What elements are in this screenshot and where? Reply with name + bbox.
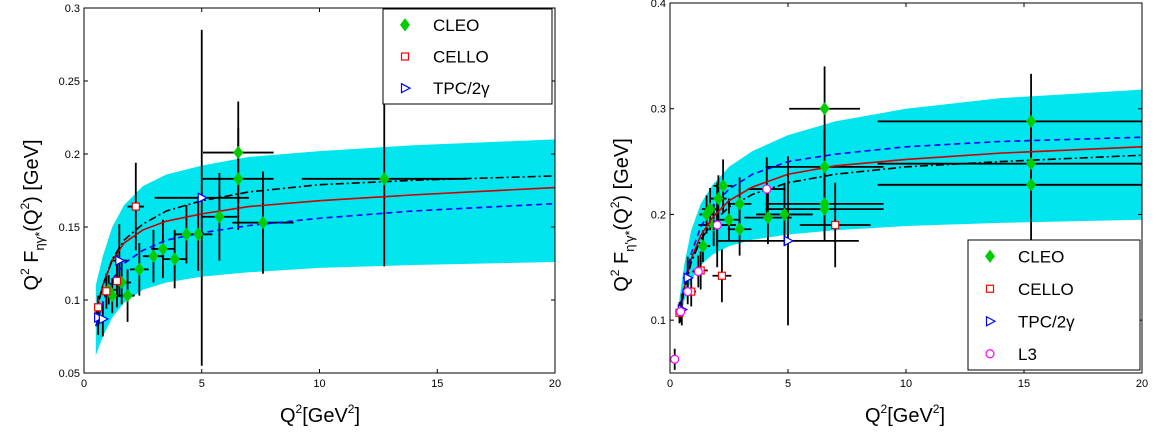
x-tick-label: 10: [313, 378, 325, 390]
data-point-cleo: [819, 202, 830, 216]
data-point-cleo: [134, 262, 145, 277]
data-point-l3: [693, 266, 703, 277]
legend: CLEO CELLO TPC/2γ L3: [967, 239, 1141, 371]
y-tick-label: 0.2: [65, 149, 80, 161]
data-point-l3: [762, 184, 772, 194]
chart-eta: 0 5 10 15 20 0.05 0.1 0.15 0.2 0.25 0.3 CLEO CELLO TP…: [18, 3, 561, 427]
data-point-cleo: [819, 160, 830, 174]
data-point-cello: [717, 271, 727, 280]
data-point-cleo: [779, 207, 790, 222]
legend-label: TPC/2γ: [1018, 312, 1075, 331]
data-point-l3: [670, 354, 680, 364]
data-point-l3: [712, 220, 722, 230]
data-point-tpc2: [783, 235, 795, 247]
x-tick-label: 5: [199, 378, 205, 390]
curve-dashdot: [678, 154, 1142, 317]
y-tick-label: 0.15: [59, 222, 80, 234]
data-point-cello: [102, 287, 111, 296]
plot-inner: [94, 29, 555, 366]
legend-label: CELLO: [1018, 280, 1074, 299]
x-tick-label: 0: [667, 378, 673, 390]
uncertainty-band: [679, 89, 1142, 323]
x-tick-label: 0: [81, 378, 87, 390]
data-point-l3: [676, 307, 686, 317]
data-point-cleo: [233, 172, 244, 186]
data-point-cello: [112, 276, 122, 286]
curve-solid: [95, 186, 555, 312]
legend-marker: [400, 52, 410, 61]
data-point-cleo: [705, 202, 716, 216]
data-point-cleo: [819, 102, 830, 116]
data-point-cleo: [1026, 114, 1037, 129]
data-point-cleo: [233, 145, 244, 160]
data-point-cleo: [734, 222, 745, 236]
legend-box: [967, 239, 1141, 371]
legend-marker: [400, 82, 412, 94]
x-tick-label: 20: [549, 378, 561, 390]
data-point-tpc2: [683, 272, 694, 284]
data-point-cleo: [734, 197, 745, 211]
y-tick-label: 0.4: [651, 0, 666, 10]
data-point-cleo: [713, 191, 724, 206]
data-point-cleo: [193, 227, 204, 241]
y-tick-label: 0.3: [65, 3, 80, 15]
data-point-cleo: [148, 249, 159, 263]
y-tick-label: 0.1: [65, 295, 80, 307]
data-point-cleo: [698, 239, 709, 253]
x-tick-label: 15: [1018, 378, 1030, 390]
data-point-tpc2: [197, 192, 209, 204]
y-axis-label: Q2 Fηγ*(Q2) [GeV]: [18, 139, 47, 290]
y-tick-label: 0.2: [651, 209, 666, 221]
data-point-cleo: [157, 242, 168, 256]
data-point-cleo: [379, 172, 390, 186]
legend-marker: [985, 349, 995, 359]
data-point-cleo: [214, 210, 225, 224]
y-tick-label: 0.25: [59, 76, 80, 88]
legend-label: CELLO: [433, 48, 489, 67]
legend-label: CLEO: [433, 16, 479, 35]
data-point-cleo: [724, 213, 734, 227]
x-tick-label: 5: [785, 378, 791, 390]
curve-dashed: [678, 136, 1142, 314]
chart-etaprime: 0 5 10 15 20 0.1 0.2 0.3 0.4 CLEO CELLO TPC/2γ L3 Q2…: [608, 0, 1148, 427]
data-point-cleo: [718, 179, 729, 193]
data-point-cello: [94, 303, 103, 312]
data-point-l3: [683, 287, 693, 297]
data-point-tpc2: [98, 313, 110, 325]
data-point-cleo: [762, 210, 773, 225]
x-tick-label: 15: [431, 378, 443, 390]
plot-area: 0 5 10 15 20 0.1 0.2 0.3 0.4 CLEO CELLO TPC/2γ L3: [651, 0, 1148, 390]
x-tick-label: 20: [1136, 378, 1148, 390]
data-point-cello: [831, 220, 840, 230]
x-axis-label: Q2[GeV2]: [280, 402, 360, 427]
legend-marker: [985, 284, 995, 293]
data-point-cleo: [257, 215, 268, 230]
plot-area: 0 5 10 15 20 0.05 0.1 0.15 0.2 0.25 0.3 CLEO CELLO TP…: [59, 3, 562, 390]
legend-marker: [400, 18, 410, 32]
data-point-cleo: [181, 227, 192, 241]
x-tick-label: 10: [900, 378, 912, 390]
y-tick-label: 0.3: [651, 104, 666, 116]
data-point-tpc2: [115, 255, 126, 267]
legend-marker: [985, 315, 997, 327]
data-point-cleo: [1026, 157, 1037, 171]
legend: CLEO CELLO TPC/2γ: [382, 8, 553, 105]
data-point-cleo: [169, 252, 180, 266]
legend-marker: [985, 249, 995, 263]
y-axis-label: Q2 Fη'γ*(Q2) [GeV]: [608, 138, 637, 292]
legend-label: L3: [1018, 345, 1037, 364]
data-point-cello: [131, 202, 140, 211]
data-point-cleo: [122, 288, 133, 303]
legend-label: TPC/2γ: [433, 79, 490, 98]
plot-inner: [670, 66, 1142, 370]
y-tick-label: 0.05: [59, 368, 80, 380]
data-point-cleo: [1026, 178, 1037, 192]
legend-label: CLEO: [1018, 247, 1064, 266]
x-axis-label: Q2[GeV2]: [865, 402, 945, 427]
y-tick-label: 0.1: [651, 315, 666, 327]
curve-dashdot: [94, 175, 555, 315]
